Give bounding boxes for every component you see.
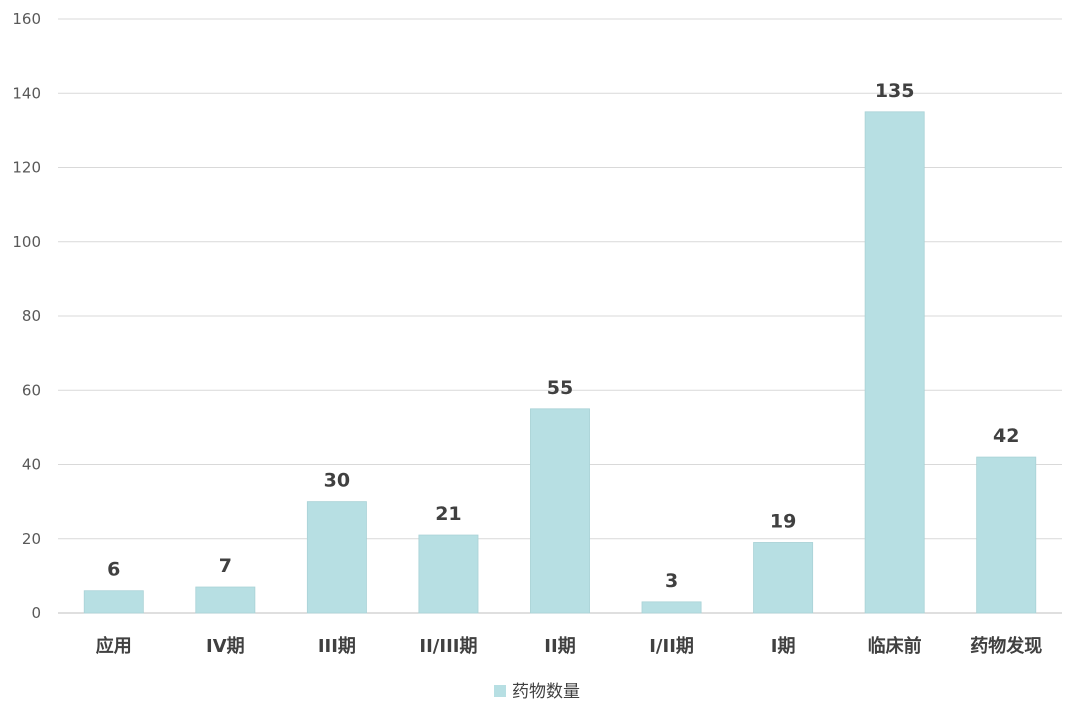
data-label: 7 — [219, 555, 232, 577]
bar — [976, 456, 1037, 614]
data-label: 135 — [875, 80, 915, 102]
bar — [530, 408, 590, 614]
x-tick-label: II/III期 — [419, 636, 477, 657]
y-tick-label: 0 — [31, 604, 41, 622]
bar — [83, 590, 144, 614]
x-tick-label: III期 — [318, 636, 356, 657]
data-labels: 6 7 30 21 55 3 19 135 42 — [107, 80, 1019, 592]
x-tick-label: I/II期 — [649, 636, 694, 657]
y-tick-label: 140 — [12, 84, 41, 102]
bar — [306, 501, 367, 614]
data-label: 19 — [770, 510, 796, 532]
y-tick-label: 60 — [22, 381, 41, 399]
bars — [83, 111, 1037, 614]
y-axis-ticks: 0 20 40 60 80 100 120 140 160 — [12, 10, 41, 622]
x-tick-label: IV期 — [206, 636, 245, 657]
data-label: 42 — [993, 425, 1019, 447]
x-tick-label: 药物发现 — [970, 635, 1042, 657]
data-label: 30 — [324, 470, 350, 492]
y-tick-label: 20 — [22, 530, 41, 548]
legend-swatch — [494, 685, 506, 697]
legend-label: 药物数量 — [512, 682, 580, 702]
bar — [753, 542, 814, 614]
bar — [864, 111, 925, 614]
x-axis-ticks: 应用 IV期 III期 II/III期 II期 I/II期 I期 临床前 药物发现 — [96, 635, 1042, 657]
x-tick-label: I期 — [771, 636, 796, 657]
y-tick-label: 100 — [12, 233, 41, 251]
x-tick-label: 应用 — [96, 635, 132, 657]
y-tick-label: 40 — [22, 456, 41, 474]
x-tick-label: 临床前 — [868, 635, 922, 657]
bar — [641, 601, 702, 614]
grid-lines — [58, 18, 1062, 614]
bar — [195, 586, 256, 614]
y-tick-label: 160 — [12, 10, 41, 28]
y-tick-label: 80 — [22, 307, 41, 325]
y-tick-label: 120 — [12, 159, 41, 177]
bar — [418, 534, 479, 614]
data-label: 55 — [547, 377, 573, 399]
data-label: 3 — [665, 570, 678, 592]
x-tick-label: II期 — [544, 636, 575, 657]
legend: 药物数量 — [494, 682, 580, 702]
data-label: 6 — [107, 559, 120, 581]
data-label: 21 — [435, 503, 461, 525]
